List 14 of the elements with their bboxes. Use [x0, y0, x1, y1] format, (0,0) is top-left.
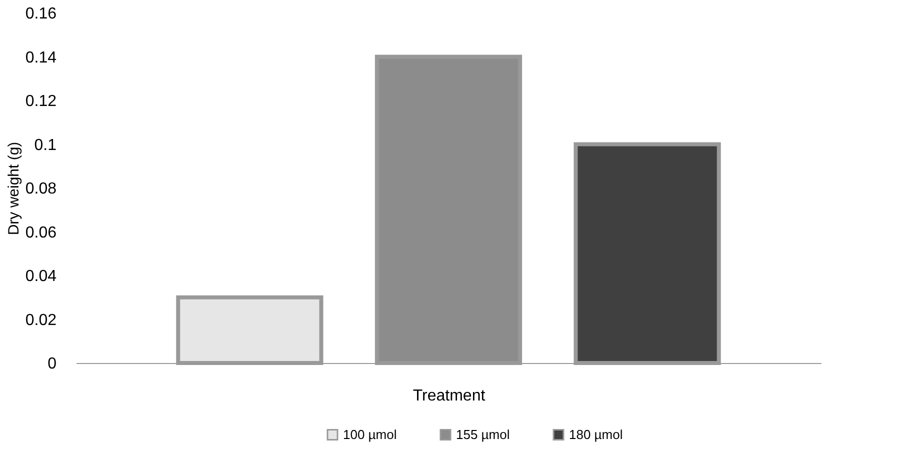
x-axis-title: Treatment [412, 388, 486, 404]
y-axis-title: Dry weight (g) [5, 142, 22, 236]
legend-label: 180 µmol [569, 426, 623, 442]
y-tick-label: 0.08 [25, 180, 57, 198]
legend-label: 100 µmol [343, 426, 397, 442]
y-tick-label: 0.04 [25, 268, 57, 285]
legend-label: 155 µmol [456, 426, 510, 442]
y-tick-label: 0.06 [25, 224, 57, 242]
y-tick-label: 0.16 [25, 6, 57, 22]
y-tick-label: 0.14 [25, 49, 57, 66]
y-tick-label: 0.1 [34, 136, 57, 154]
y-tick-label: 0 [48, 356, 57, 372]
y-tick-label: 0.02 [25, 312, 57, 329]
y-tick-label: 0.12 [25, 93, 57, 110]
